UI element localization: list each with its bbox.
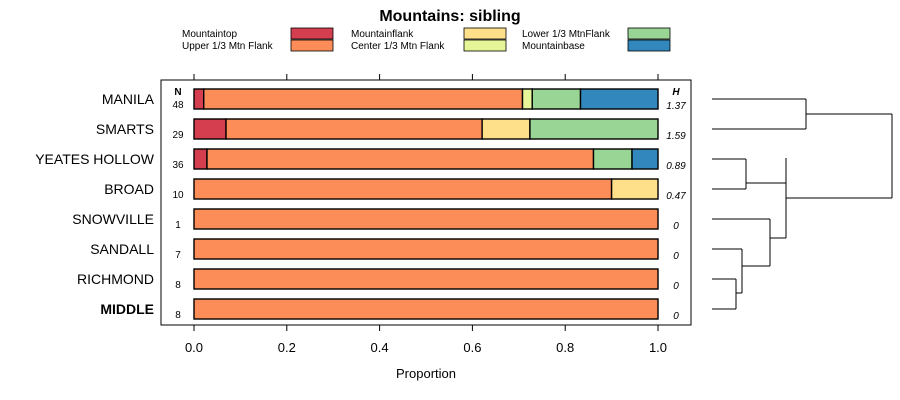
legend-item-lower-1-3-mtnflank: Lower 1/3 MtnFlank xyxy=(522,27,671,40)
row-snowville: SNOWVILLE 1 0 xyxy=(72,208,679,232)
legend-label: Mountainbase xyxy=(522,41,585,52)
bar-segment-center-1-3-mtn-flank xyxy=(521,88,533,110)
legend-label: Mountaintop xyxy=(182,29,237,40)
n-value: 7 xyxy=(175,250,181,261)
bar-segment-mountaintop xyxy=(193,148,208,170)
legend-label: Center 1/3 Mtn Flank xyxy=(351,41,445,52)
h-header: H xyxy=(672,87,680,98)
category-label: BROAD xyxy=(104,181,154,197)
h-value: 0.89 xyxy=(666,161,686,172)
bar-segment-upper-1-3-mtn-flank xyxy=(193,238,659,260)
h-value: 1.37 xyxy=(666,101,686,112)
n-header: N xyxy=(174,87,181,98)
bar-segment-mountainbase xyxy=(579,88,659,110)
bar-segment-upper-1-3-mtn-flank xyxy=(225,118,483,140)
row-smarts: SMARTS 29 1.59 xyxy=(96,118,686,142)
h-value: 0 xyxy=(673,311,679,322)
h-value: 0.47 xyxy=(666,191,686,202)
plot-frame xyxy=(160,79,692,326)
dendrogram xyxy=(712,98,893,310)
bar-segment-mountainflank xyxy=(481,118,531,140)
bar-segment-mountainflank xyxy=(610,178,659,200)
n-value: 10 xyxy=(172,190,184,201)
x-tick-label: 1.0 xyxy=(649,340,667,355)
legend-swatch xyxy=(290,39,334,52)
n-value: 1 xyxy=(175,220,181,231)
legend-swatch xyxy=(463,39,507,52)
category-label: MANILA xyxy=(102,91,155,107)
category-label: YEATES HOLLOW xyxy=(35,151,155,167)
bar-segment-lower-1-3-mtnflank xyxy=(531,88,582,110)
bar-segment-upper-1-3-mtn-flank xyxy=(193,178,613,200)
legend-label: Upper 1/3 Mtn Flank xyxy=(182,41,274,52)
n-value: 8 xyxy=(175,310,181,321)
legend-swatch xyxy=(627,27,671,40)
bar-segment-upper-1-3-mtn-flank xyxy=(193,208,659,230)
category-label: MIDDLE xyxy=(100,301,154,317)
legend-item-mountainbase: Mountainbase xyxy=(522,39,671,52)
bar-segment-upper-1-3-mtn-flank xyxy=(203,88,524,110)
h-value: 0 xyxy=(673,281,679,292)
row-broad: BROAD 10 0.47 xyxy=(104,178,686,202)
row-middle: MIDDLE 8 0 xyxy=(100,298,679,322)
category-label: SMARTS xyxy=(96,121,154,137)
chart-title: Mountains: sibling xyxy=(379,8,520,25)
x-tick-label: 0.4 xyxy=(371,340,389,355)
bar-segment-mountainbase xyxy=(631,148,659,170)
x-axis: 0.0 0.2 0.4 0.6 0.8 1.0 xyxy=(185,74,667,355)
bar-segment-mountaintop xyxy=(193,88,205,110)
x-tick-label: 0.6 xyxy=(463,340,481,355)
legend-item-center-1-3-mtn-flank: Center 1/3 Mtn Flank xyxy=(351,39,507,52)
bar-segment-mountaintop xyxy=(193,118,227,140)
legend-item-mountaintop: Mountaintop xyxy=(182,27,334,40)
legend-swatch xyxy=(463,27,507,40)
bar-rows: MANILA 48 1.37 SMARTS 29 1.59 YEATES HOLLOW 36 0… xyxy=(35,88,686,322)
bar-segment-upper-1-3-mtn-flank xyxy=(206,148,595,170)
x-tick-label: 0.0 xyxy=(185,340,203,355)
category-label: SANDALL xyxy=(90,241,154,257)
category-label: SNOWVILLE xyxy=(72,211,154,227)
legend-item-upper-1-3-mtn-flank: Upper 1/3 Mtn Flank xyxy=(182,39,334,52)
n-value: 36 xyxy=(172,160,184,171)
bar-segment-lower-1-3-mtnflank xyxy=(529,118,659,140)
bar-segment-upper-1-3-mtn-flank xyxy=(193,268,659,290)
x-tick-label: 0.8 xyxy=(556,340,574,355)
legend-label: Lower 1/3 MtnFlank xyxy=(522,29,611,40)
h-value: 1.59 xyxy=(666,131,686,142)
h-value: 0 xyxy=(673,251,679,262)
x-tick-label: 0.2 xyxy=(278,340,296,355)
row-richmond: RICHMOND 8 0 xyxy=(77,268,679,292)
n-value: 48 xyxy=(172,100,184,111)
bar-segment-lower-1-3-mtnflank xyxy=(592,148,633,170)
legend-item-mountainflank: Mountainflank xyxy=(351,27,507,40)
legend-swatch xyxy=(627,39,671,52)
row-sandall: SANDALL 7 0 xyxy=(90,238,679,262)
x-axis-title: Proportion xyxy=(396,366,456,381)
n-value: 29 xyxy=(172,130,184,141)
n-value: 8 xyxy=(175,280,181,291)
row-yeates-hollow: YEATES HOLLOW 36 0.89 xyxy=(35,148,686,172)
category-label: RICHMOND xyxy=(77,271,154,287)
legend-label: Mountainflank xyxy=(351,29,414,40)
legend-swatch xyxy=(290,27,334,40)
h-value: 0 xyxy=(673,221,679,232)
row-manila: MANILA 48 1.37 xyxy=(102,88,686,112)
bar-segment-upper-1-3-mtn-flank xyxy=(193,298,659,320)
